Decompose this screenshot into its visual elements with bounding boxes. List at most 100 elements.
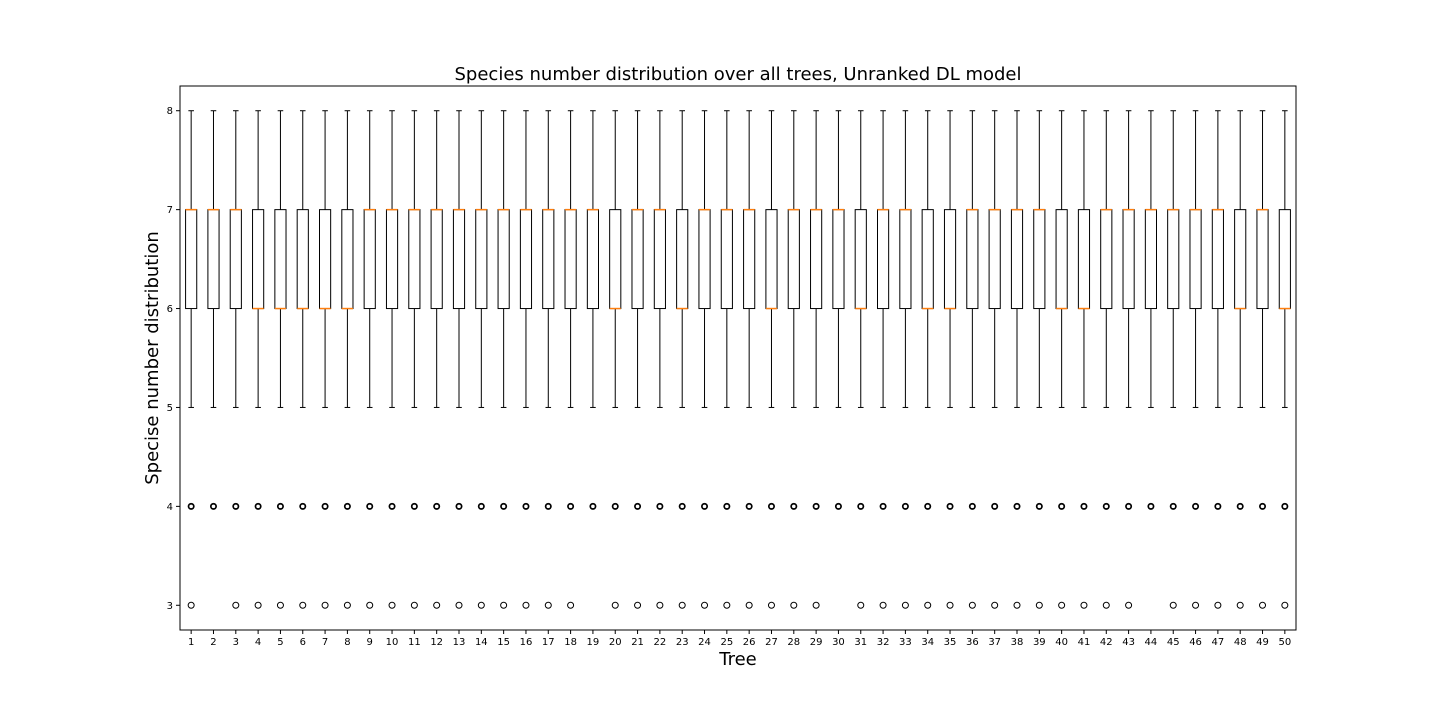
outlier-3 [299,601,307,609]
outlier-3 [388,601,396,609]
outlier-4 [233,503,239,510]
outlier-4 [389,503,395,510]
x-tick-label: 19 [587,637,600,648]
x-tick-label: 45 [1167,637,1180,648]
outlier-4 [657,503,663,510]
outlier-4 [456,503,462,510]
outlier-4 [366,503,373,510]
x-tick-label: 2 [210,637,216,648]
outlier-4 [812,502,820,510]
outlier-4 [500,503,507,510]
x-tick-label: 25 [720,637,733,648]
outlier-4 [433,503,440,510]
x-tick-label: 32 [877,637,890,648]
outlier-3 [433,601,441,609]
outlier-4 [1170,503,1177,510]
outlier-4 [924,503,931,510]
outlier-4 [746,503,752,510]
box [430,209,443,310]
outlier-3 [343,601,351,609]
box [497,209,510,310]
outlier-4 [1125,503,1132,510]
box [1122,209,1135,310]
box [1055,209,1068,310]
outlier-4 [1081,503,1087,510]
box [542,209,555,310]
outlier-4 [1036,503,1043,510]
outlier-3 [968,601,976,609]
box [1144,209,1157,310]
box-group-tree-41 [1077,110,1091,609]
outlier-4 [947,503,953,510]
x-tick-label: 9 [367,637,373,648]
box-group-tree-30 [832,110,845,510]
box [787,209,800,310]
box [296,209,309,310]
ticks-layer: 1 2 3 4 5 6 7 8 9 10 11 12 13 14 15 16 17 18 19 20 21 22 23 24 2… [167,106,1292,648]
outlier-4 [210,503,217,510]
outlier-4 [857,503,864,510]
outlier-4 [589,502,597,510]
box [185,209,198,310]
x-tick-label: 6 [300,637,306,648]
outlier-4 [879,502,887,510]
outlier-3 [611,601,619,609]
outlier-4 [254,502,262,510]
x-tick-label: 5 [277,637,283,648]
box [966,209,979,310]
outlier-3 [723,601,731,609]
x-tick-label: 47 [1212,637,1225,648]
box [1077,209,1091,310]
x-tick-label: 16 [520,637,533,648]
x-tick-label: 44 [1145,637,1158,648]
outlier-4 [255,503,261,510]
outlier-4 [187,502,195,510]
outlier-3 [1080,601,1088,609]
outlier-4 [1169,502,1177,510]
box-group-tree-21 [631,110,644,609]
x-tick-label: 35 [944,637,957,648]
box-group-tree-18 [564,110,577,609]
box-group-tree-24 [698,110,711,609]
box-group-tree-17 [542,110,555,609]
outlier-3 [1192,601,1200,609]
outlier-4 [1236,502,1244,510]
outlier-4 [880,503,886,510]
box-group-tree-23 [676,110,689,609]
box [988,209,1001,310]
box [408,209,421,310]
outlier-3 [790,601,798,609]
outlier-4 [523,503,529,510]
outlier-4 [1282,503,1288,510]
outlier-3 [500,601,508,609]
box-group-tree-16 [519,110,533,609]
outlier-4 [1192,502,1200,510]
box [1234,209,1247,310]
box [1010,209,1024,310]
outlier-4 [1148,503,1154,510]
x-tick-label: 11 [408,637,421,648]
x-axis-label: Tree [718,649,757,670]
x-tick-label: 1 [188,637,194,648]
outlier-3 [767,601,775,609]
outlier-4 [834,502,842,510]
outlier-4 [745,502,753,510]
outlier-3 [455,601,463,609]
box-group-tree-22 [653,110,666,609]
box [765,209,778,310]
box-group-tree-13 [452,110,466,609]
outlier-4 [701,502,709,510]
x-tick-label: 10 [386,637,399,648]
outlier-3 [857,601,865,609]
x-tick-label: 8 [344,637,350,648]
box-group-tree-37 [988,110,1001,609]
outlier-4 [1014,503,1020,510]
y-tick-label: 3 [167,601,173,612]
outlier-4 [1192,503,1199,510]
x-tick-label: 48 [1234,637,1247,648]
outlier-4 [790,502,798,510]
x-tick-label: 14 [475,637,488,648]
outlier-4 [1259,503,1266,510]
outlier-4 [388,502,396,510]
box [452,209,466,310]
